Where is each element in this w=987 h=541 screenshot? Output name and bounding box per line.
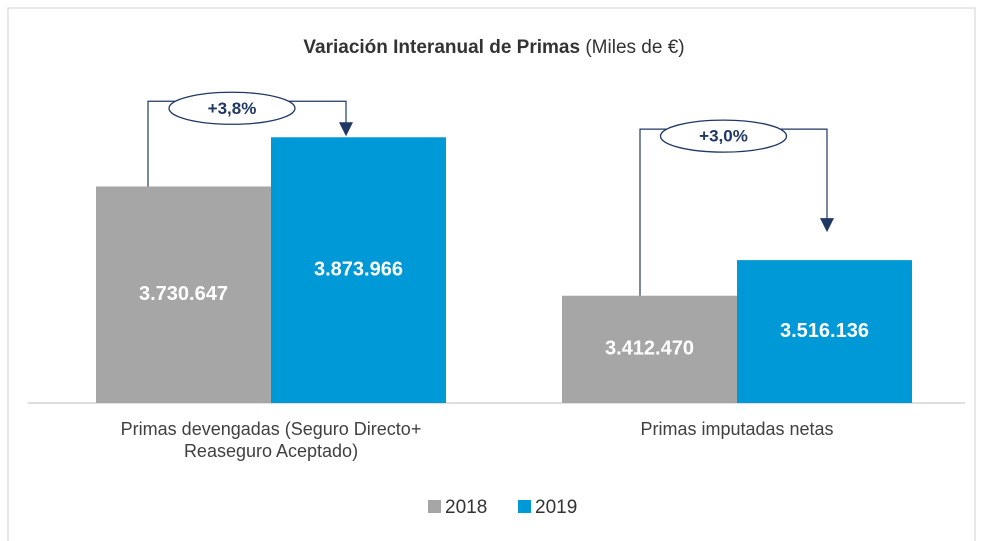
- x-tick-label: Primas devengadas (Seguro Directo+ Rease…: [120, 419, 422, 461]
- value-label: 3.873.966: [314, 258, 403, 280]
- bar: [562, 295, 737, 403]
- bar: [737, 260, 912, 403]
- bar: [96, 186, 271, 403]
- title-main: Variación Interanual de Primas: [303, 37, 580, 58]
- annotation-bubble: [168, 91, 296, 125]
- value-label: 3.412.470: [605, 338, 694, 360]
- legend-label: 2019: [535, 497, 577, 518]
- legend-label: 2018: [445, 497, 487, 518]
- annotation-label: +3,0%: [699, 127, 748, 146]
- legend-swatch: [428, 500, 441, 513]
- value-label: 3.730.647: [139, 283, 228, 305]
- annotation-arrow: [820, 218, 834, 233]
- x-tick-label: Primas imputadas netas: [640, 419, 834, 439]
- bar: [271, 137, 446, 403]
- annotation-label: +3,8%: [208, 99, 257, 118]
- chart-title: Variación Interanual de Primas (Miles de…: [303, 37, 684, 58]
- legend-swatch: [518, 500, 531, 513]
- frame: [7, 7, 976, 541]
- value-label: 3.516.136: [780, 320, 869, 342]
- annotation-bubble: [659, 119, 788, 153]
- annotation-arrow: [339, 122, 353, 137]
- title-unit: (Miles de €): [585, 37, 684, 58]
